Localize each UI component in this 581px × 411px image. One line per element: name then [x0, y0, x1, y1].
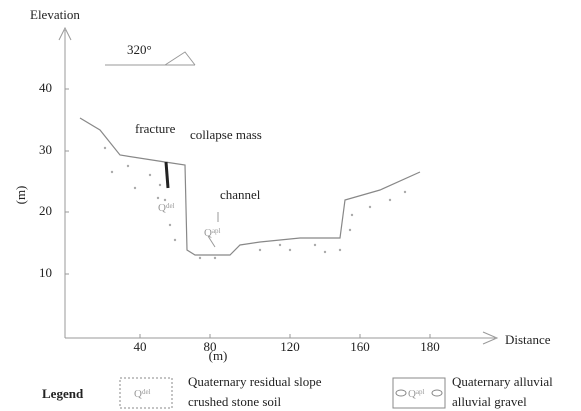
x-tick-label: 120: [280, 339, 300, 354]
stipple-dot: [338, 248, 342, 252]
legend-text: Quaternary residual slope: [188, 374, 322, 389]
stipple-dot: [163, 198, 167, 202]
x-unit: (m): [209, 348, 228, 363]
stipple-dot: [168, 223, 172, 227]
stipple-dot: [213, 256, 217, 260]
symbol-main: Q: [158, 202, 166, 214]
stipple-dot: [158, 183, 162, 187]
legend-swatch: [119, 377, 173, 409]
axes: [58, 26, 499, 345]
stipple-dot: [278, 243, 282, 247]
legend-symbol: Qapl: [408, 388, 425, 400]
legend-text: crushed stone soil: [188, 394, 282, 409]
terrain-profile: [79, 117, 421, 256]
leader-lines: [207, 212, 219, 248]
stipple-dot: [198, 256, 202, 260]
legend-text: Quaternary alluvial: [452, 374, 553, 389]
stipple-dot: [126, 164, 130, 168]
symbol-sub: del: [166, 202, 175, 210]
collapse-label: collapse mass: [190, 127, 262, 142]
legend-text: alluvial gravel: [452, 394, 527, 409]
stipple: [103, 146, 407, 260]
stipple-dot: [313, 243, 317, 247]
orientation-label: 320°: [127, 42, 152, 57]
stipple-dot: [156, 196, 160, 200]
stipple-dot: [348, 228, 352, 232]
x-tick-label: 180: [420, 339, 440, 354]
stipple-dot: [403, 190, 407, 194]
stipple-dot: [110, 170, 114, 174]
residual-symbol: Qdel: [158, 202, 175, 214]
stipple-dot: [173, 238, 177, 242]
stipple-dot: [103, 146, 107, 150]
x-tick-label: 40: [134, 339, 147, 354]
x-axis: [65, 331, 499, 345]
channel-label: channel: [220, 187, 261, 202]
y-tick-label: 30: [39, 142, 52, 157]
stipple-dot: [368, 205, 372, 209]
pebble: [395, 389, 407, 397]
y-title: Elevation: [30, 7, 80, 22]
legend-title: Legend: [42, 386, 84, 401]
symbol-main: Q: [408, 388, 416, 400]
y-tick-label: 20: [39, 203, 52, 218]
stipple-dot: [350, 213, 354, 217]
stipple-dot: [388, 198, 392, 202]
fracture-line: [164, 161, 170, 189]
stipple-dot: [288, 248, 292, 252]
symbol-sub: del: [142, 388, 151, 396]
symbol-main: Q: [204, 227, 212, 239]
symbol-sub: apl: [212, 227, 221, 235]
compass: 320°: [105, 42, 196, 66]
legend: Legend Qdel Quaternary residual slope cr…: [42, 374, 553, 409]
stipple-dot: [258, 248, 262, 252]
fracture-label: fracture: [135, 121, 176, 136]
symbol-main: Q: [134, 388, 142, 400]
legend-swatch: [392, 377, 446, 409]
pebble: [431, 389, 443, 397]
y-unit: (m): [13, 186, 28, 205]
y-tick-label: 10: [39, 265, 52, 280]
y-axis: [58, 26, 72, 338]
stipple-dot: [323, 250, 327, 254]
alluvial-symbol: Qapl: [204, 227, 221, 239]
x-tick-label: 160: [350, 339, 370, 354]
x-tick-label: 80: [204, 339, 217, 354]
stipple-dot: [133, 186, 137, 190]
legend-symbol: Qdel: [134, 388, 151, 400]
symbol-sub: apl: [416, 388, 425, 396]
x-title: Distance: [505, 332, 551, 347]
y-tick-label: 40: [39, 80, 52, 95]
stipple-dot: [148, 173, 152, 177]
orientation-mark: [105, 51, 196, 66]
